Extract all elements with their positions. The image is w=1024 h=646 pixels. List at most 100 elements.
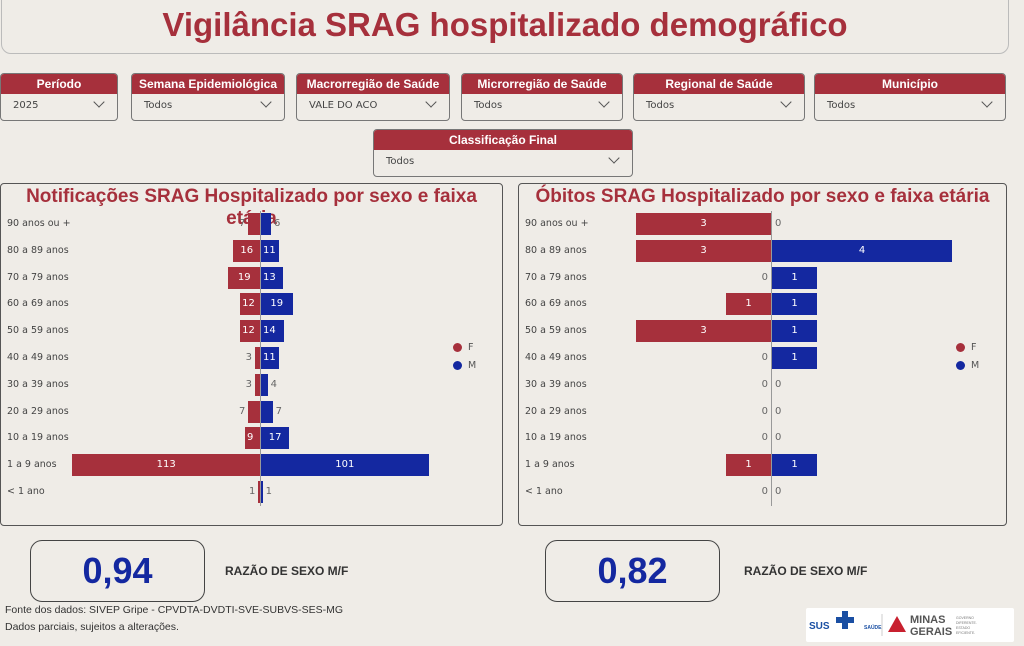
bar-m[interactable]	[772, 347, 817, 369]
chevron-down-icon[interactable]	[981, 96, 993, 108]
bar-m[interactable]	[261, 239, 280, 262]
filter-label: Semana Epidemiológica	[132, 74, 284, 94]
bar-label-m: 4	[858, 244, 866, 256]
sus-cross-v	[842, 611, 848, 629]
bar-label-m: 1	[791, 298, 798, 310]
bar-f[interactable]	[233, 239, 260, 262]
chart-axis	[260, 211, 261, 506]
age-group-label: 30 a 39 anos	[525, 378, 587, 390]
filter-label: Classificação Final	[374, 130, 632, 150]
filter-semana-epidemiologica[interactable]: Semana Epidemiológica Todos	[131, 73, 285, 121]
bar-m[interactable]	[772, 266, 817, 289]
bar-f[interactable]	[228, 266, 260, 289]
bar-f[interactable]	[255, 347, 260, 369]
bar-m[interactable]	[261, 400, 273, 423]
footer-source: Fonte dos dados: SIVEP Gripe - CPVDTA-DV…	[5, 604, 344, 616]
bar-f[interactable]	[245, 427, 260, 450]
bar-m[interactable]	[261, 481, 263, 503]
chart-notificacoes: Notificações SRAG Hospitalizado por sexo…	[0, 183, 503, 526]
bar-label-f: 3	[700, 218, 707, 229]
bar-label-f: 0	[761, 432, 768, 444]
age-group-label: 70 a 79 anos	[7, 271, 69, 283]
bar-label-f: 3	[245, 352, 253, 363]
legend-f: F	[956, 342, 976, 353]
bar-m[interactable]	[772, 239, 952, 262]
age-group-label: 10 a 19 anos	[525, 432, 587, 444]
bar-f[interactable]	[726, 454, 771, 477]
bar-m[interactable]	[261, 213, 271, 235]
chevron-down-icon[interactable]	[93, 96, 105, 108]
age-group-label: 80 a 89 anos	[7, 244, 69, 256]
bar-f[interactable]	[255, 373, 260, 396]
bar-f[interactable]	[258, 481, 260, 503]
chevron-down-icon[interactable]	[608, 152, 620, 164]
filter-classificacao-final[interactable]: Classificação Final Todos	[373, 129, 633, 177]
bar-m[interactable]	[261, 293, 293, 316]
bar-f[interactable]	[72, 454, 260, 477]
bar-label-m: 0	[775, 218, 782, 229]
filter-value: 2025	[13, 100, 39, 111]
filter-macrorregiao[interactable]: Macrorregião de Saúde VALE DO ACO	[296, 73, 450, 121]
filter-microrregiao[interactable]: Microrregião de Saúde Todos	[461, 73, 623, 121]
bar-label-m: 13	[263, 271, 276, 283]
bar-f[interactable]	[240, 320, 260, 343]
bar-f[interactable]	[726, 293, 771, 316]
bar-label-m: 7	[275, 405, 282, 417]
legend-dot-m	[453, 361, 462, 370]
title-box: Vigilância SRAG hospitalizado demográfic…	[1, 0, 1009, 54]
bar-m[interactable]	[772, 320, 817, 343]
mg-tagline-2: DIFERENTE.	[956, 621, 977, 625]
legend-label: F	[468, 342, 474, 353]
bar-label-f: 9	[247, 432, 254, 444]
bar-f[interactable]	[636, 239, 771, 262]
bar-label-f: 113	[156, 459, 176, 471]
filter-periodo[interactable]: Período 2025	[0, 73, 118, 121]
age-group-label: 1 a 9 anos	[7, 459, 57, 471]
filter-municipio[interactable]: Município Todos	[814, 73, 1006, 121]
bar-label-f: 0	[761, 405, 768, 417]
bar-label-f: 7	[239, 405, 246, 417]
bar-m[interactable]	[261, 454, 429, 477]
bar-f[interactable]	[248, 213, 260, 235]
bar-m[interactable]	[772, 293, 817, 316]
bar-f[interactable]	[240, 293, 260, 316]
bar-label-m: 0	[775, 432, 782, 444]
bar-f[interactable]	[636, 213, 771, 235]
filter-regional[interactable]: Regional de Saúde Todos	[633, 73, 805, 121]
bar-m[interactable]	[261, 427, 290, 450]
mg-triangle-icon	[888, 616, 906, 632]
bar-m[interactable]	[261, 320, 285, 343]
bar-f[interactable]	[248, 400, 260, 423]
bar-m[interactable]	[772, 454, 817, 477]
chevron-down-icon[interactable]	[425, 96, 437, 108]
bar-label-f: 1	[248, 486, 256, 497]
bar-label-m: 6	[273, 218, 281, 229]
mg-logo-line2: GERAIS	[910, 626, 952, 638]
chevron-down-icon[interactable]	[598, 96, 610, 108]
bar-label-f: 3	[700, 244, 707, 256]
bar-label-m: 11	[263, 352, 276, 363]
bar-label-m: 4	[270, 378, 277, 390]
chevron-down-icon[interactable]	[260, 96, 272, 108]
government-logo: SUS SAÚDE MINAS GERAIS GOVERNO DIFERENTE…	[806, 608, 1014, 642]
mg-tagline-3: ESTADO	[956, 626, 970, 630]
filter-value: Todos	[474, 100, 503, 111]
legend-dot-m	[956, 361, 965, 370]
bar-m[interactable]	[261, 347, 280, 369]
chevron-down-icon[interactable]	[780, 96, 792, 108]
age-group-label: 10 a 19 anos	[7, 432, 69, 444]
bar-m[interactable]	[261, 373, 268, 396]
legend-label: F	[971, 342, 977, 353]
kpi-value: 0,82	[597, 550, 668, 591]
bar-f[interactable]	[636, 320, 771, 343]
legend-m: M	[453, 360, 476, 371]
mg-tagline-1: GOVERNO	[956, 616, 974, 620]
kpi-card-obitos: 0,82	[545, 540, 720, 602]
filter-value: Todos	[386, 156, 415, 167]
bar-label-m: 17	[268, 432, 282, 444]
age-group-label: 60 a 69 anos	[525, 298, 587, 310]
bar-label-m: 0	[775, 405, 782, 417]
age-group-label: 20 a 29 anos	[525, 405, 587, 417]
bar-m[interactable]	[261, 266, 283, 289]
page-title: Vigilância SRAG hospitalizado demográfic…	[162, 6, 848, 43]
